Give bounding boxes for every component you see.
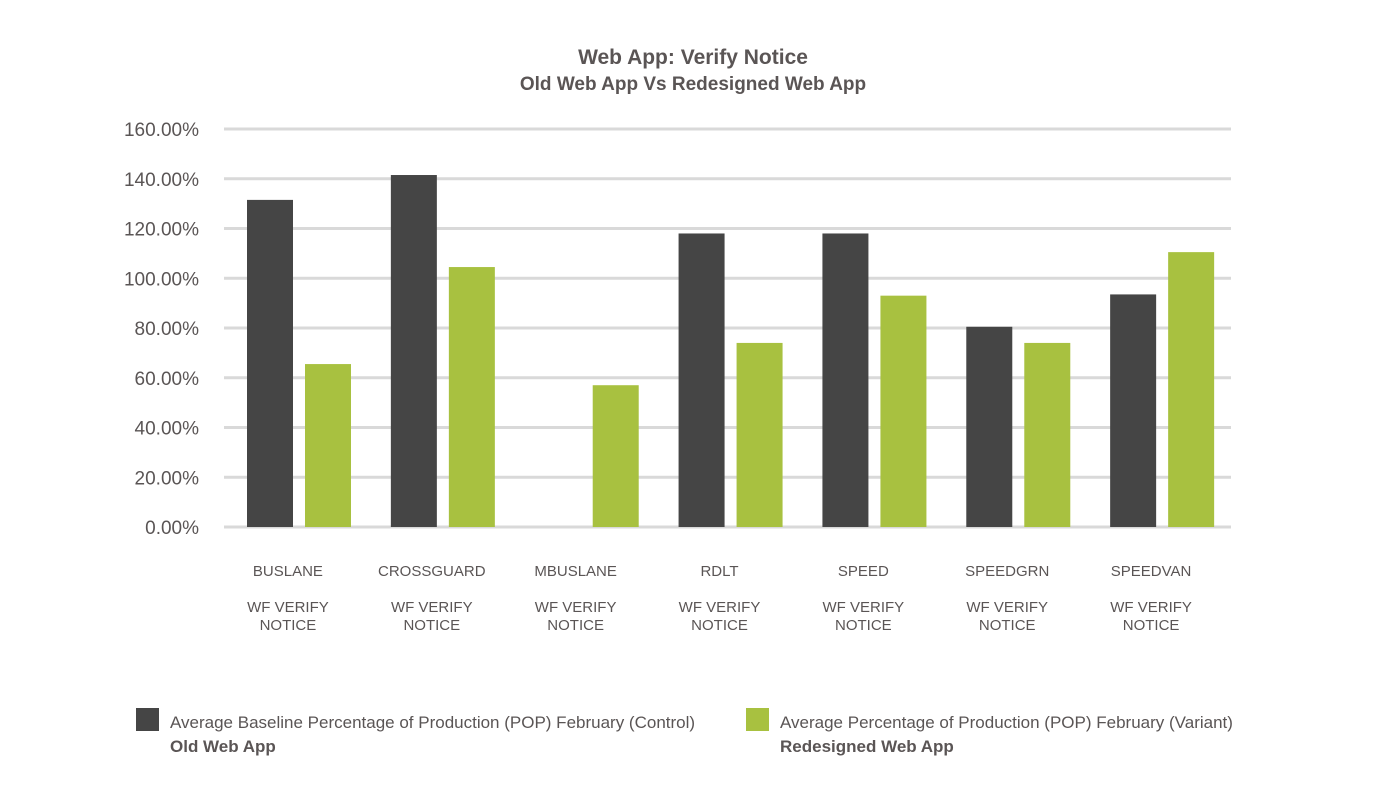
y-tick-label: 60.00% — [135, 369, 200, 390]
category-label: SPEEDVAN — [1111, 563, 1192, 580]
bar-variant-mbuslane — [592, 385, 639, 527]
bar-chart: 0.00% 20.00% 40.00% 60.00% 80.00% 100.00% 120.… — [124, 120, 1231, 634]
bar-variant-crossguard — [448, 267, 495, 527]
legend-swatch-control — [136, 708, 159, 731]
category-sublabel: NOTICE — [835, 617, 892, 634]
legend-swatch-variant — [746, 708, 769, 731]
bar-control-speedgrn — [966, 326, 1013, 527]
legend-label-variant: Average Percentage of Production (POP) F… — [780, 713, 1233, 732]
y-tick-label: 0.00% — [145, 518, 199, 539]
chart-title: Web App: Verify Notice — [578, 46, 808, 69]
chart-subtitle: Old Web App Vs Redesigned Web App — [519, 74, 867, 95]
category-sublabel: WF VERIFY — [391, 599, 473, 616]
y-axis-ticks: 0.00% 20.00% 40.00% 60.00% 80.00% 100.00% 120.… — [124, 120, 199, 539]
category-sublabel: WF VERIFY — [679, 599, 761, 616]
category-sublabel: WF VERIFY — [1110, 599, 1192, 616]
bar-variant-speedvan — [1168, 252, 1215, 527]
legend-sublabel-control: Old Web App — [170, 737, 276, 756]
category-sublabel: WF VERIFY — [966, 599, 1048, 616]
category-label: BUSLANE — [253, 563, 323, 580]
category-sublabel: NOTICE — [547, 617, 604, 634]
bars — [247, 175, 1215, 528]
bar-control-speedvan — [1110, 294, 1157, 527]
bar-variant-rdlt — [736, 342, 783, 527]
bar-variant-speed — [880, 295, 927, 527]
category-sublabel: NOTICE — [1123, 617, 1180, 634]
legend-label-control: Average Baseline Percentage of Productio… — [170, 713, 696, 732]
y-tick-label: 100.00% — [124, 269, 199, 290]
bar-control-rdlt — [678, 233, 725, 527]
y-tick-label: 40.00% — [135, 419, 200, 440]
category-sublabel: NOTICE — [691, 617, 748, 634]
category-label: MBUSLANE — [534, 563, 617, 580]
category-label: CROSSGUARD — [378, 563, 486, 580]
bar-control-crossguard — [390, 175, 437, 528]
bar-variant-speedgrn — [1024, 342, 1071, 527]
y-tick-label: 160.00% — [124, 120, 199, 141]
y-tick-label: 140.00% — [124, 170, 199, 191]
category-sublabel: NOTICE — [260, 617, 317, 634]
category-sublabel: NOTICE — [979, 617, 1036, 634]
category-sublabel: WF VERIFY — [823, 599, 905, 616]
bar-variant-buslane — [305, 364, 351, 527]
category-sublabel: WF VERIFY — [535, 599, 617, 616]
legend-sublabel-variant: Redesigned Web App — [780, 737, 954, 756]
category-sublabel: NOTICE — [403, 617, 460, 634]
y-tick-label: 120.00% — [124, 220, 199, 241]
category-label: SPEEDGRN — [965, 563, 1049, 580]
gridlines — [224, 127, 1231, 529]
bar-control-buslane — [247, 199, 293, 528]
category-sublabel: WF VERIFY — [247, 599, 329, 616]
y-tick-label: 80.00% — [135, 319, 200, 340]
category-label: RDLT — [700, 563, 738, 580]
y-tick-label: 20.00% — [135, 468, 200, 489]
category-label: SPEED — [838, 563, 889, 580]
bar-control-speed — [822, 233, 869, 527]
